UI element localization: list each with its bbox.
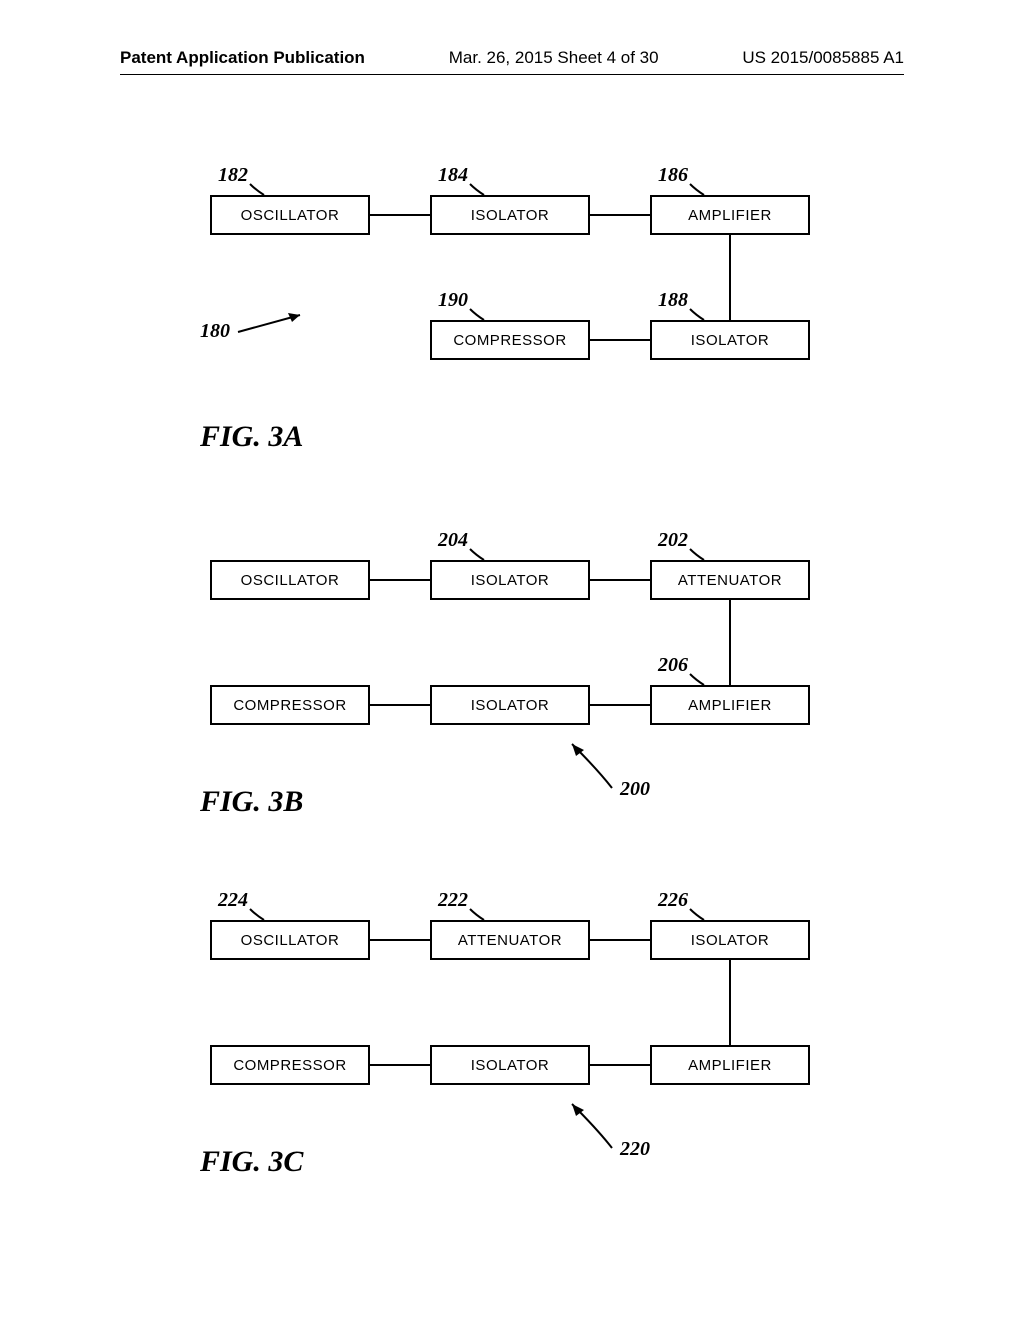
fig3b-amplifier: AMPLIFIER (650, 685, 810, 725)
box-label: AMPLIFIER (688, 207, 772, 224)
diagram-canvas: OSCILLATOR ISOLATOR AMPLIFIER ISOLATOR C… (0, 0, 1024, 1320)
fig3a-amplifier: AMPLIFIER (650, 195, 810, 235)
box-label: OSCILLATOR (241, 932, 340, 949)
ref-202: 202 (658, 529, 688, 552)
ref-206: 206 (658, 654, 688, 677)
ref-200: 200 (620, 778, 650, 801)
ref-224: 224 (218, 889, 248, 912)
ref-222: 222 (438, 889, 468, 912)
fig3b-attenuator: ATTENUATOR (650, 560, 810, 600)
ref-188: 188 (658, 289, 688, 312)
box-label: ISOLATOR (471, 697, 549, 714)
fig3c-isolator2: ISOLATOR (430, 1045, 590, 1085)
box-label: ISOLATOR (691, 332, 769, 349)
fig3a-oscillator: OSCILLATOR (210, 195, 370, 235)
fig3c-oscillator: OSCILLATOR (210, 920, 370, 960)
fig3c-isolator1: ISOLATOR (650, 920, 810, 960)
box-label: ISOLATOR (471, 1057, 549, 1074)
box-label: AMPLIFIER (688, 697, 772, 714)
box-label: ISOLATOR (691, 932, 769, 949)
box-label: COMPRESSOR (233, 697, 346, 714)
fig3b-isolator2: ISOLATOR (430, 685, 590, 725)
box-label: COMPRESSOR (233, 1057, 346, 1074)
fig3c-compressor: COMPRESSOR (210, 1045, 370, 1085)
fig3b-oscillator: OSCILLATOR (210, 560, 370, 600)
box-label: ISOLATOR (471, 207, 549, 224)
fig3a-isolator1: ISOLATOR (430, 195, 590, 235)
ref-190: 190 (438, 289, 468, 312)
box-label: ATTENUATOR (678, 572, 782, 589)
fig3b-label: FIG. 3B (200, 785, 303, 819)
ref-182: 182 (218, 164, 248, 187)
box-label: COMPRESSOR (453, 332, 566, 349)
ref-186: 186 (658, 164, 688, 187)
fig3b-isolator1: ISOLATOR (430, 560, 590, 600)
ref-184: 184 (438, 164, 468, 187)
fig3b-compressor: COMPRESSOR (210, 685, 370, 725)
fig3c-amplifier: AMPLIFIER (650, 1045, 810, 1085)
box-label: OSCILLATOR (241, 207, 340, 224)
box-label: AMPLIFIER (688, 1057, 772, 1074)
fig3c-label: FIG. 3C (200, 1145, 303, 1179)
box-label: ATTENUATOR (458, 932, 562, 949)
fig3a-label: FIG. 3A (200, 420, 303, 454)
ref-180: 180 (200, 320, 230, 343)
fig3a-isolator2: ISOLATOR (650, 320, 810, 360)
ref-226: 226 (658, 889, 688, 912)
ref-220: 220 (620, 1138, 650, 1161)
box-label: OSCILLATOR (241, 572, 340, 589)
ref-204: 204 (438, 529, 468, 552)
fig3c-attenuator: ATTENUATOR (430, 920, 590, 960)
box-label: ISOLATOR (471, 572, 549, 589)
fig3a-compressor: COMPRESSOR (430, 320, 590, 360)
